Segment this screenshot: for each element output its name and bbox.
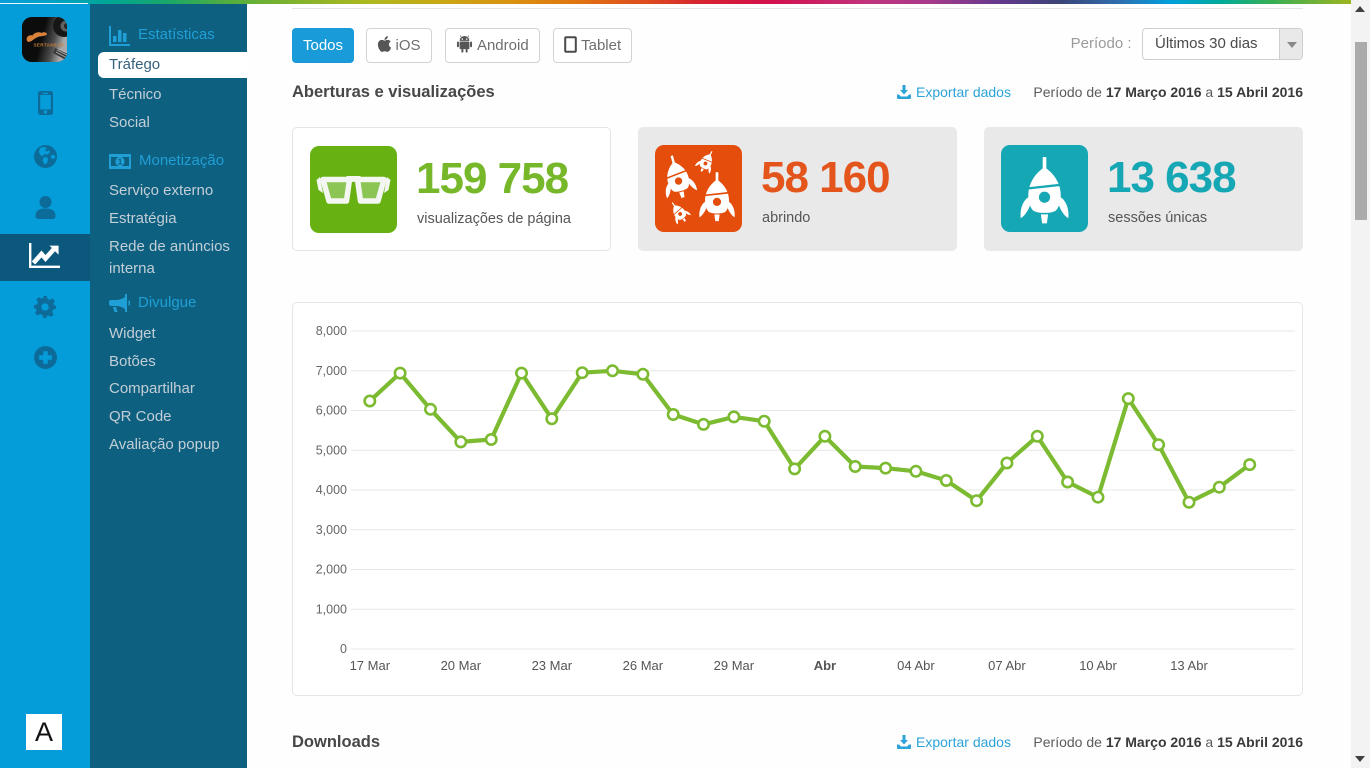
- svg-text:29 Mar: 29 Mar: [714, 658, 755, 673]
- svg-text:23 Mar: 23 Mar: [532, 658, 573, 673]
- svg-text:3,000: 3,000: [316, 523, 347, 537]
- svg-text:26 Mar: 26 Mar: [623, 658, 664, 673]
- svg-text:1: 1: [118, 157, 123, 167]
- svg-text:7,000: 7,000: [316, 364, 347, 378]
- svg-text:4,000: 4,000: [316, 483, 347, 497]
- svg-text:13 Abr: 13 Abr: [1170, 658, 1208, 673]
- svg-text:10 Abr: 10 Abr: [1079, 658, 1117, 673]
- svg-text:04 Abr: 04 Abr: [897, 658, 935, 673]
- svg-text:2,000: 2,000: [316, 563, 347, 577]
- svg-text:07 Abr: 07 Abr: [988, 658, 1026, 673]
- svg-text:6,000: 6,000: [316, 404, 347, 418]
- svg-text:17 Mar: 17 Mar: [350, 658, 391, 673]
- svg-text:0: 0: [340, 642, 347, 656]
- svg-text:5,000: 5,000: [316, 443, 347, 457]
- svg-text:20 Mar: 20 Mar: [441, 658, 482, 673]
- svg-text:Abr: Abr: [814, 658, 836, 673]
- svg-text:1,000: 1,000: [316, 602, 347, 616]
- svg-text:SERTANEJO: SERTANEJO: [34, 43, 65, 48]
- svg-text:8,000: 8,000: [316, 324, 347, 338]
